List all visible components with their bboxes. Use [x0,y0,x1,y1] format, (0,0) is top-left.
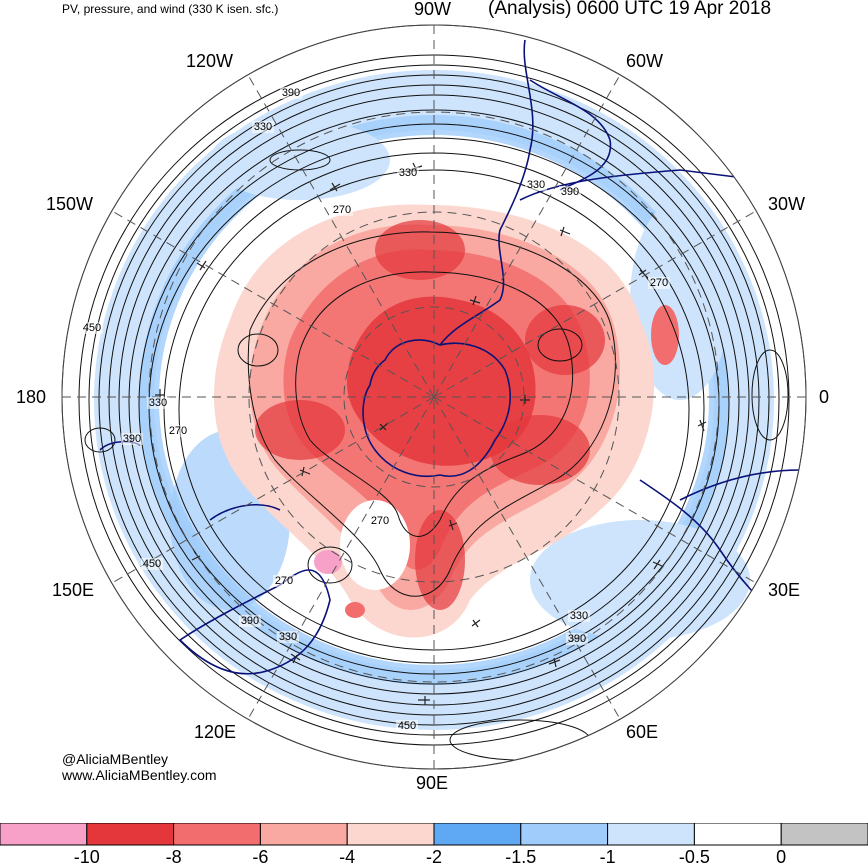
graticule [62,25,806,769]
lon-label-30w: 30W [768,194,806,214]
contour-label: 270 [650,277,668,289]
lon-label-150e: 150E [52,580,95,600]
colorbar-swatch [346,823,435,846]
credit-website: www.AliciaMBentley.com [62,767,217,783]
credit-handle: @AliciaMBentley [62,751,169,767]
contour-label: 330 [527,179,545,191]
colorbar-swatch [0,823,88,846]
contour-label: 390 [123,433,141,445]
contour-label: 390 [282,87,300,99]
contour-label: 270 [169,425,187,437]
colorbar-swatch [173,823,261,846]
colorbar-swatch [607,823,695,846]
lon-label-0: 0 [819,387,830,407]
contour-label: 330 [149,397,167,409]
contour-labels: 390 330 330 270 450 330 390 270 270 450 270 390 330 3… [81,87,670,732]
colorbar-tick-label: 0 [776,847,787,867]
pv-map: 390 330 330 270 450 330 390 270 270 450 270 390 330 3… [61,24,807,770]
lon-label-90e: 90E [416,773,449,793]
contour-label: 270 [371,515,389,527]
colorbar-swatch [86,823,175,846]
colorbar-swatch [780,823,868,846]
colorbar-tick-label: -6 [252,847,269,867]
colorbar-swatch [433,823,522,846]
colorbar-swatch [520,823,609,846]
contour-label: 450 [143,558,161,570]
contour-label: 330 [399,167,417,179]
contour-label: 270 [275,575,293,587]
colorbar-tick-label: -4 [339,847,356,867]
analysis-time: (Analysis) 0600 UTC 19 Apr 2018 [488,0,772,19]
contour-label: 390 [241,615,259,627]
lon-label-150w: 150W [46,194,94,214]
contour-label: 390 [568,633,586,645]
map-subtitle: PV, pressure, and wind (330 K isen. sfc.… [62,2,279,16]
contour-label: 330 [279,631,297,643]
lon-label-120w: 120W [186,51,234,71]
lon-label-30e: 30E [768,580,801,600]
colorbar-tick-label: -1.5 [505,847,537,867]
colorbar-tick-label: -2 [425,847,443,867]
lon-label-90w: 90W [414,0,452,19]
contour-label: 450 [83,322,101,334]
lon-label-60w: 60W [626,51,664,71]
colorbar-tick-label: -1 [599,847,616,867]
contour-label: 330 [254,121,272,133]
contour-label: 390 [561,186,579,198]
lon-label-180: 180 [16,387,47,407]
lon-label-120e: 120E [194,722,237,742]
pv-colorbar [0,823,868,846]
lon-label-60e: 60E [626,722,659,742]
contour-label: 330 [570,610,588,622]
colorbar-swatch [693,823,782,846]
colorbar-tick-label: -10 [73,847,100,867]
colorbar-tick-label: -0.5 [678,847,710,867]
colorbar-tick-label: -8 [165,847,182,867]
contour-label: 270 [333,204,351,216]
colorbar-swatch [259,823,348,846]
contour-label: 450 [398,720,416,732]
